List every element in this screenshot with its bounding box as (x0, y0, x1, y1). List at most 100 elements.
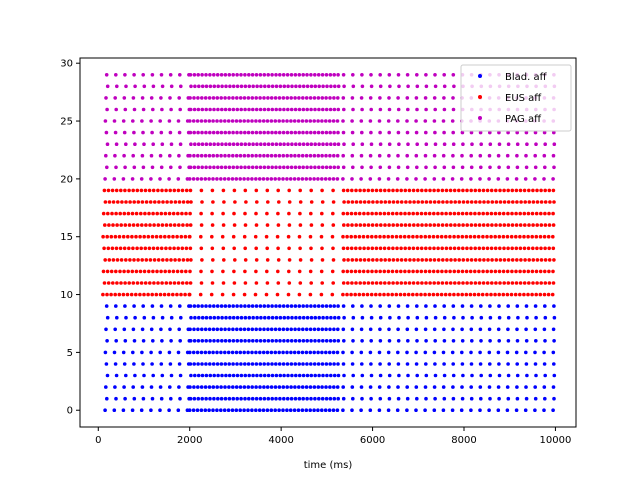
spike-point (369, 84, 374, 89)
spike-point (510, 223, 515, 227)
spike-point (366, 258, 371, 262)
spike-point (313, 315, 318, 320)
spike-point (159, 246, 164, 251)
spike-point (188, 339, 193, 343)
spike-point (494, 281, 498, 285)
spike-point (341, 396, 346, 401)
spike-point (219, 327, 223, 332)
spike-point (395, 408, 400, 413)
spike-point (412, 223, 416, 227)
spike-point (341, 177, 345, 181)
spike-point (473, 281, 478, 285)
spike-point (159, 327, 163, 332)
spike-point (327, 350, 332, 355)
spike-point (277, 200, 281, 204)
spike-point (390, 211, 395, 216)
spike-point (320, 246, 324, 251)
spike-point (452, 269, 457, 274)
spike-point (109, 292, 113, 297)
spike-point (497, 373, 502, 378)
spike-point (254, 96, 258, 100)
spike-point (419, 234, 423, 239)
spike-point (320, 350, 324, 355)
spike-point (514, 234, 518, 239)
spike-point (196, 153, 200, 158)
spike-point (151, 107, 155, 112)
spike-point (247, 107, 251, 112)
spike-point (144, 200, 149, 204)
spike-point (107, 258, 112, 262)
spike-point (324, 130, 329, 135)
spike-point (207, 385, 212, 389)
spike-point (497, 315, 502, 320)
spike-point (360, 73, 364, 77)
spike-point (215, 130, 220, 135)
spike-point (234, 177, 239, 181)
spike-point (179, 269, 184, 274)
spike-point (493, 246, 498, 251)
spike-point (293, 96, 297, 100)
spike-point (242, 96, 247, 100)
spike-point (449, 258, 453, 262)
spike-point (377, 177, 382, 181)
spike-point (515, 327, 519, 332)
spike-point (478, 200, 482, 204)
spike-point (396, 396, 401, 401)
spike-point (533, 385, 537, 389)
spike-point (220, 142, 224, 146)
spike-point (534, 292, 538, 297)
spike-point (325, 142, 329, 146)
x-tick-label: 0 (95, 435, 101, 446)
spike-point (405, 408, 409, 413)
spike-point (263, 315, 267, 320)
spike-point (188, 96, 192, 100)
spike-point (424, 246, 428, 251)
spike-point (469, 200, 474, 204)
spike-point (369, 142, 374, 146)
spike-point (187, 177, 192, 181)
spike-point (433, 373, 438, 378)
spike-point (197, 84, 201, 89)
spike-point (442, 84, 447, 89)
spike-point (309, 315, 314, 320)
spike-point (527, 200, 532, 204)
spike-point (200, 84, 205, 89)
spike-point (227, 373, 232, 378)
spike-point (219, 304, 224, 308)
spike-point (263, 84, 267, 89)
spike-point (184, 269, 188, 274)
spike-point (531, 188, 535, 193)
spike-point (423, 211, 428, 216)
spike-point (239, 130, 243, 135)
spike-point (292, 408, 297, 413)
spike-point (282, 107, 286, 112)
spike-point (265, 281, 270, 285)
spike-point (131, 96, 136, 100)
spike-point (259, 84, 263, 89)
spike-point (210, 223, 215, 227)
spike-point (149, 408, 153, 413)
spike-point (185, 258, 190, 262)
spike-point (428, 281, 432, 285)
spike-point (273, 350, 278, 355)
spike-point (362, 258, 367, 262)
x-axis-ticks: 0 2000 4000 6000 8000 10000 (95, 427, 571, 446)
spike-point (377, 153, 382, 158)
spike-point (542, 234, 547, 239)
spike-point (386, 177, 391, 181)
spike-point (246, 385, 251, 389)
spike-point (378, 315, 383, 320)
spike-point (289, 362, 294, 366)
spike-point (414, 119, 418, 123)
spike-point (204, 73, 208, 77)
spike-point (424, 315, 429, 320)
spike-point (309, 84, 314, 89)
spike-point (370, 281, 375, 285)
spike-point (547, 188, 552, 193)
spike-point (539, 211, 543, 216)
spike-point (207, 177, 211, 181)
spike-point (342, 223, 346, 227)
spike-point (543, 188, 547, 193)
spike-point (420, 258, 425, 262)
spike-point (215, 177, 219, 181)
